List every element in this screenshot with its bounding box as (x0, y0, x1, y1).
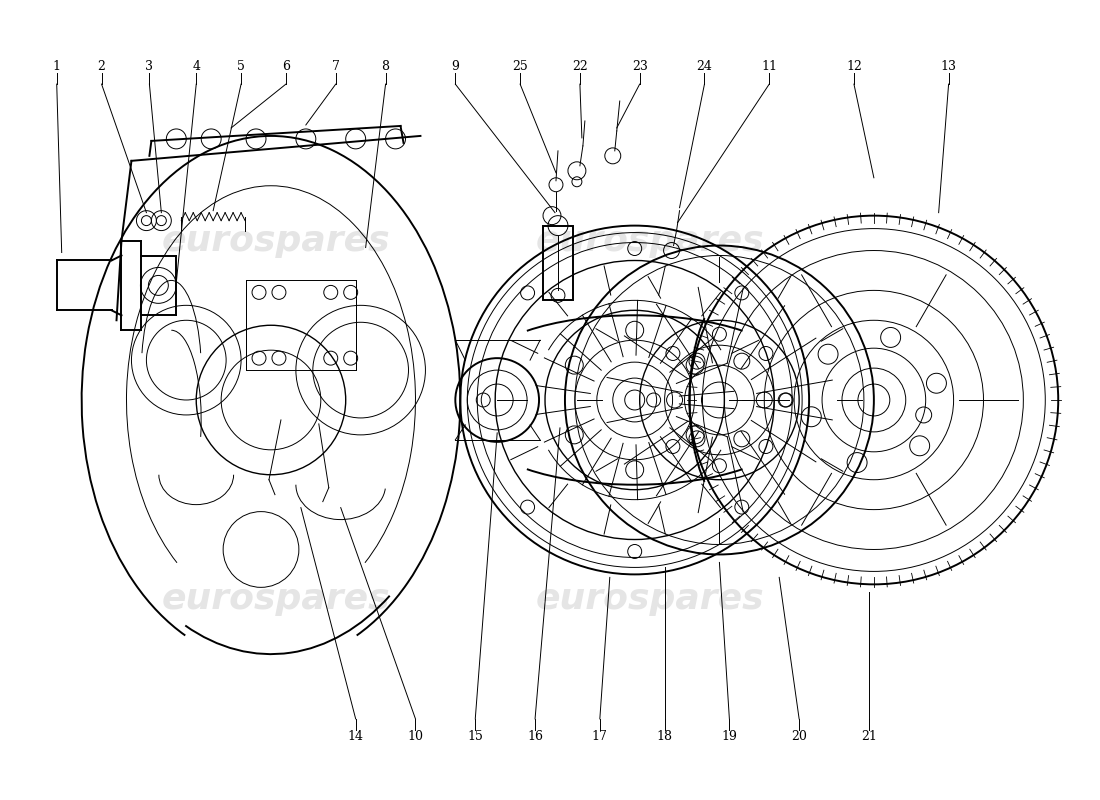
Text: eurospares: eurospares (162, 223, 390, 258)
Text: 18: 18 (657, 730, 672, 743)
Bar (246, 281, 355, 370)
Text: 23: 23 (631, 60, 648, 73)
Text: 8: 8 (382, 60, 389, 73)
Text: 19: 19 (722, 730, 737, 743)
Text: 10: 10 (407, 730, 424, 743)
Text: 16: 16 (527, 730, 543, 743)
Text: eurospares: eurospares (162, 582, 390, 616)
Text: 4: 4 (192, 60, 200, 73)
Text: 7: 7 (332, 60, 340, 73)
Text: eurospares: eurospares (536, 582, 764, 616)
Text: 20: 20 (791, 730, 807, 743)
Text: 13: 13 (940, 60, 957, 73)
Text: 3: 3 (145, 60, 153, 73)
Text: 14: 14 (348, 730, 364, 743)
Text: 15: 15 (468, 730, 483, 743)
Bar (543, 226, 573, 300)
Text: 9: 9 (451, 60, 460, 73)
Text: 24: 24 (696, 60, 713, 73)
Text: 12: 12 (846, 60, 862, 73)
Text: 1: 1 (53, 60, 60, 73)
Text: 17: 17 (592, 730, 608, 743)
Text: 21: 21 (861, 730, 877, 743)
Text: eurospares: eurospares (536, 223, 764, 258)
Text: 2: 2 (98, 60, 106, 73)
Text: 6: 6 (282, 60, 290, 73)
Text: 11: 11 (761, 60, 778, 73)
Text: 22: 22 (572, 60, 587, 73)
Text: 5: 5 (238, 60, 245, 73)
Text: 25: 25 (513, 60, 528, 73)
